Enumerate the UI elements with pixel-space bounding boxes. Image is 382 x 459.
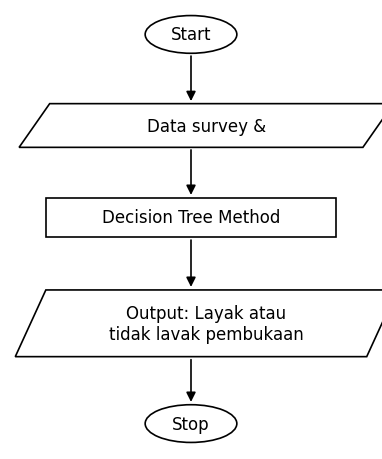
- Polygon shape: [15, 290, 382, 357]
- Text: Start: Start: [171, 26, 211, 45]
- Text: Data survey &: Data survey &: [147, 117, 266, 135]
- Ellipse shape: [145, 17, 237, 54]
- Bar: [46, 198, 336, 237]
- Text: Decision Tree Method: Decision Tree Method: [102, 209, 280, 227]
- Text: Stop: Stop: [172, 414, 210, 433]
- Polygon shape: [19, 104, 382, 148]
- Ellipse shape: [145, 405, 237, 442]
- Text: Output: Layak atau
tidak lavak pembukaan: Output: Layak atau tidak lavak pembukaan: [109, 304, 304, 343]
